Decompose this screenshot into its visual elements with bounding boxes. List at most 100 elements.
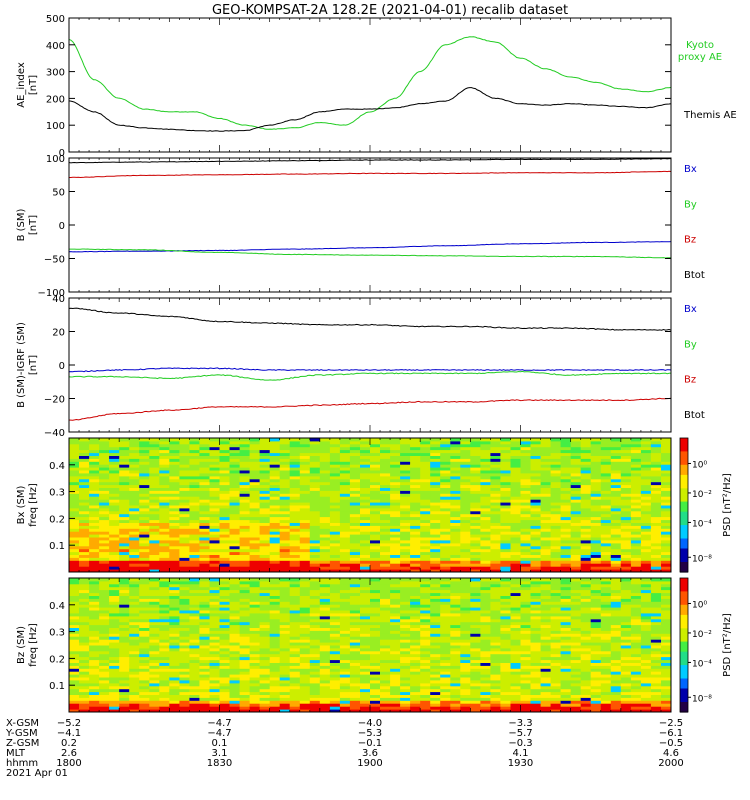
spectrogram-cell [169,630,180,634]
spectrogram-cell [319,688,331,693]
spectrogram-cell [620,507,632,512]
spectrogram-cell [530,467,541,471]
spectrogram-cell [239,645,251,649]
spectrogram-cell [249,540,261,544]
spectrogram-cell [319,467,331,471]
spectrogram-cell [249,694,261,698]
spectrogram-cell [119,467,130,471]
spectrogram-cell [129,531,140,535]
spectrogram-cell [319,595,331,599]
spectrogram-cell [339,455,351,459]
spectrogram-cell [109,627,120,631]
spectrogram-cell [239,671,251,675]
spectrogram-cell [440,551,451,555]
spectrogram-cell [349,513,361,518]
spectrogram-cell [540,481,552,486]
spectrogram-cell [370,522,381,526]
spectrogram-cell [109,613,120,617]
spectrogram-cell [109,578,120,582]
spectrogram-cell [450,513,461,518]
spectrogram-cell [219,475,230,480]
spectrogram-cell [69,613,80,617]
spectrogram-cell [139,583,150,588]
spectrogram-cell [249,639,261,643]
spectrogram-cell [390,519,401,523]
spectrogram-cell [269,478,281,483]
spectrogram-cell [89,645,100,649]
spectrogram-cell [229,487,240,491]
spectrogram-cell [380,557,391,561]
spectrogram-cell [329,534,341,538]
spectrogram-cell [360,569,371,573]
spectrogram-cell [129,586,140,591]
spectrogram-cell [319,513,331,518]
spectrogram-cell [329,578,341,582]
spectrogram-cell [390,656,401,661]
spectrogram-cell [249,545,261,550]
spectrogram-cell [169,668,180,672]
spectrogram-cell [119,688,130,693]
spectrogram-cell [199,636,210,640]
spectrogram-cell [640,507,652,512]
spectrogram-cell [69,438,80,442]
spectrogram-cell [550,551,562,555]
colorbar-segment [680,535,688,540]
spectrogram-cell [650,443,662,448]
spectrogram-cell [370,706,381,710]
spectrogram-cell [219,700,230,704]
spectrogram-cell [550,452,562,456]
spectrogram-cell [99,615,110,620]
spectrogram-cell [319,452,331,456]
spectrogram-cell [319,519,331,523]
y-tick-label: 0 [59,221,65,232]
spectrogram-cell [380,487,391,491]
spectrogram-cell [109,694,120,698]
spectrogram-cell [129,604,140,608]
spectrogram-cell [229,685,240,690]
spectrogram-cell [360,522,371,526]
spectrogram-cell [610,525,622,529]
spectrogram-cell [500,505,511,509]
spectrogram-cell [339,647,351,652]
spectrogram-cell [500,557,511,561]
spectrogram-cell [159,449,170,454]
spectrogram-cell [620,534,632,538]
spectrogram-cell [590,446,602,451]
legend-entry: By [684,339,697,350]
spectrogram-cell [370,467,381,471]
spectrogram-cell [279,700,291,704]
spectrogram-cell [219,449,230,454]
spectrogram-cell [390,461,401,465]
spectrogram-cell [189,703,200,707]
spectrogram-cell [279,665,291,669]
spectrogram-cell [119,458,130,462]
spectrogram-cell [209,487,220,491]
spectrogram-cell [400,499,411,503]
spectrogram-cell [79,688,90,693]
spectrogram-cell [219,487,230,491]
spectrogram-cell [219,688,230,693]
spectrogram-cell [530,496,541,500]
spectrogram-cell [570,502,582,506]
spectrogram-cell [199,697,210,701]
spectrogram-cell [299,580,311,585]
spectrogram-cell [279,633,291,637]
spectrogram-cell [219,493,230,497]
spectrogram-cell [380,610,391,614]
spectrogram-cell [440,499,451,503]
spectrogram-cell [410,662,421,666]
spectrogram-cell [119,677,130,681]
spectrogram-cell [289,540,301,544]
spectrogram-cell [460,554,471,558]
spectrogram-cell [630,452,642,456]
spectrogram-cell [630,490,642,494]
spectrogram-cell [229,580,240,585]
spectrogram-cell [440,554,451,558]
spectrogram-cell [79,615,90,620]
spectrogram-cell [339,502,351,506]
spectrogram-cell [219,636,230,640]
spectrogram-cell [299,513,311,518]
spectrogram-cell [590,513,602,518]
spectrogram-cell [159,578,170,582]
spectrogram-cell [329,627,341,631]
